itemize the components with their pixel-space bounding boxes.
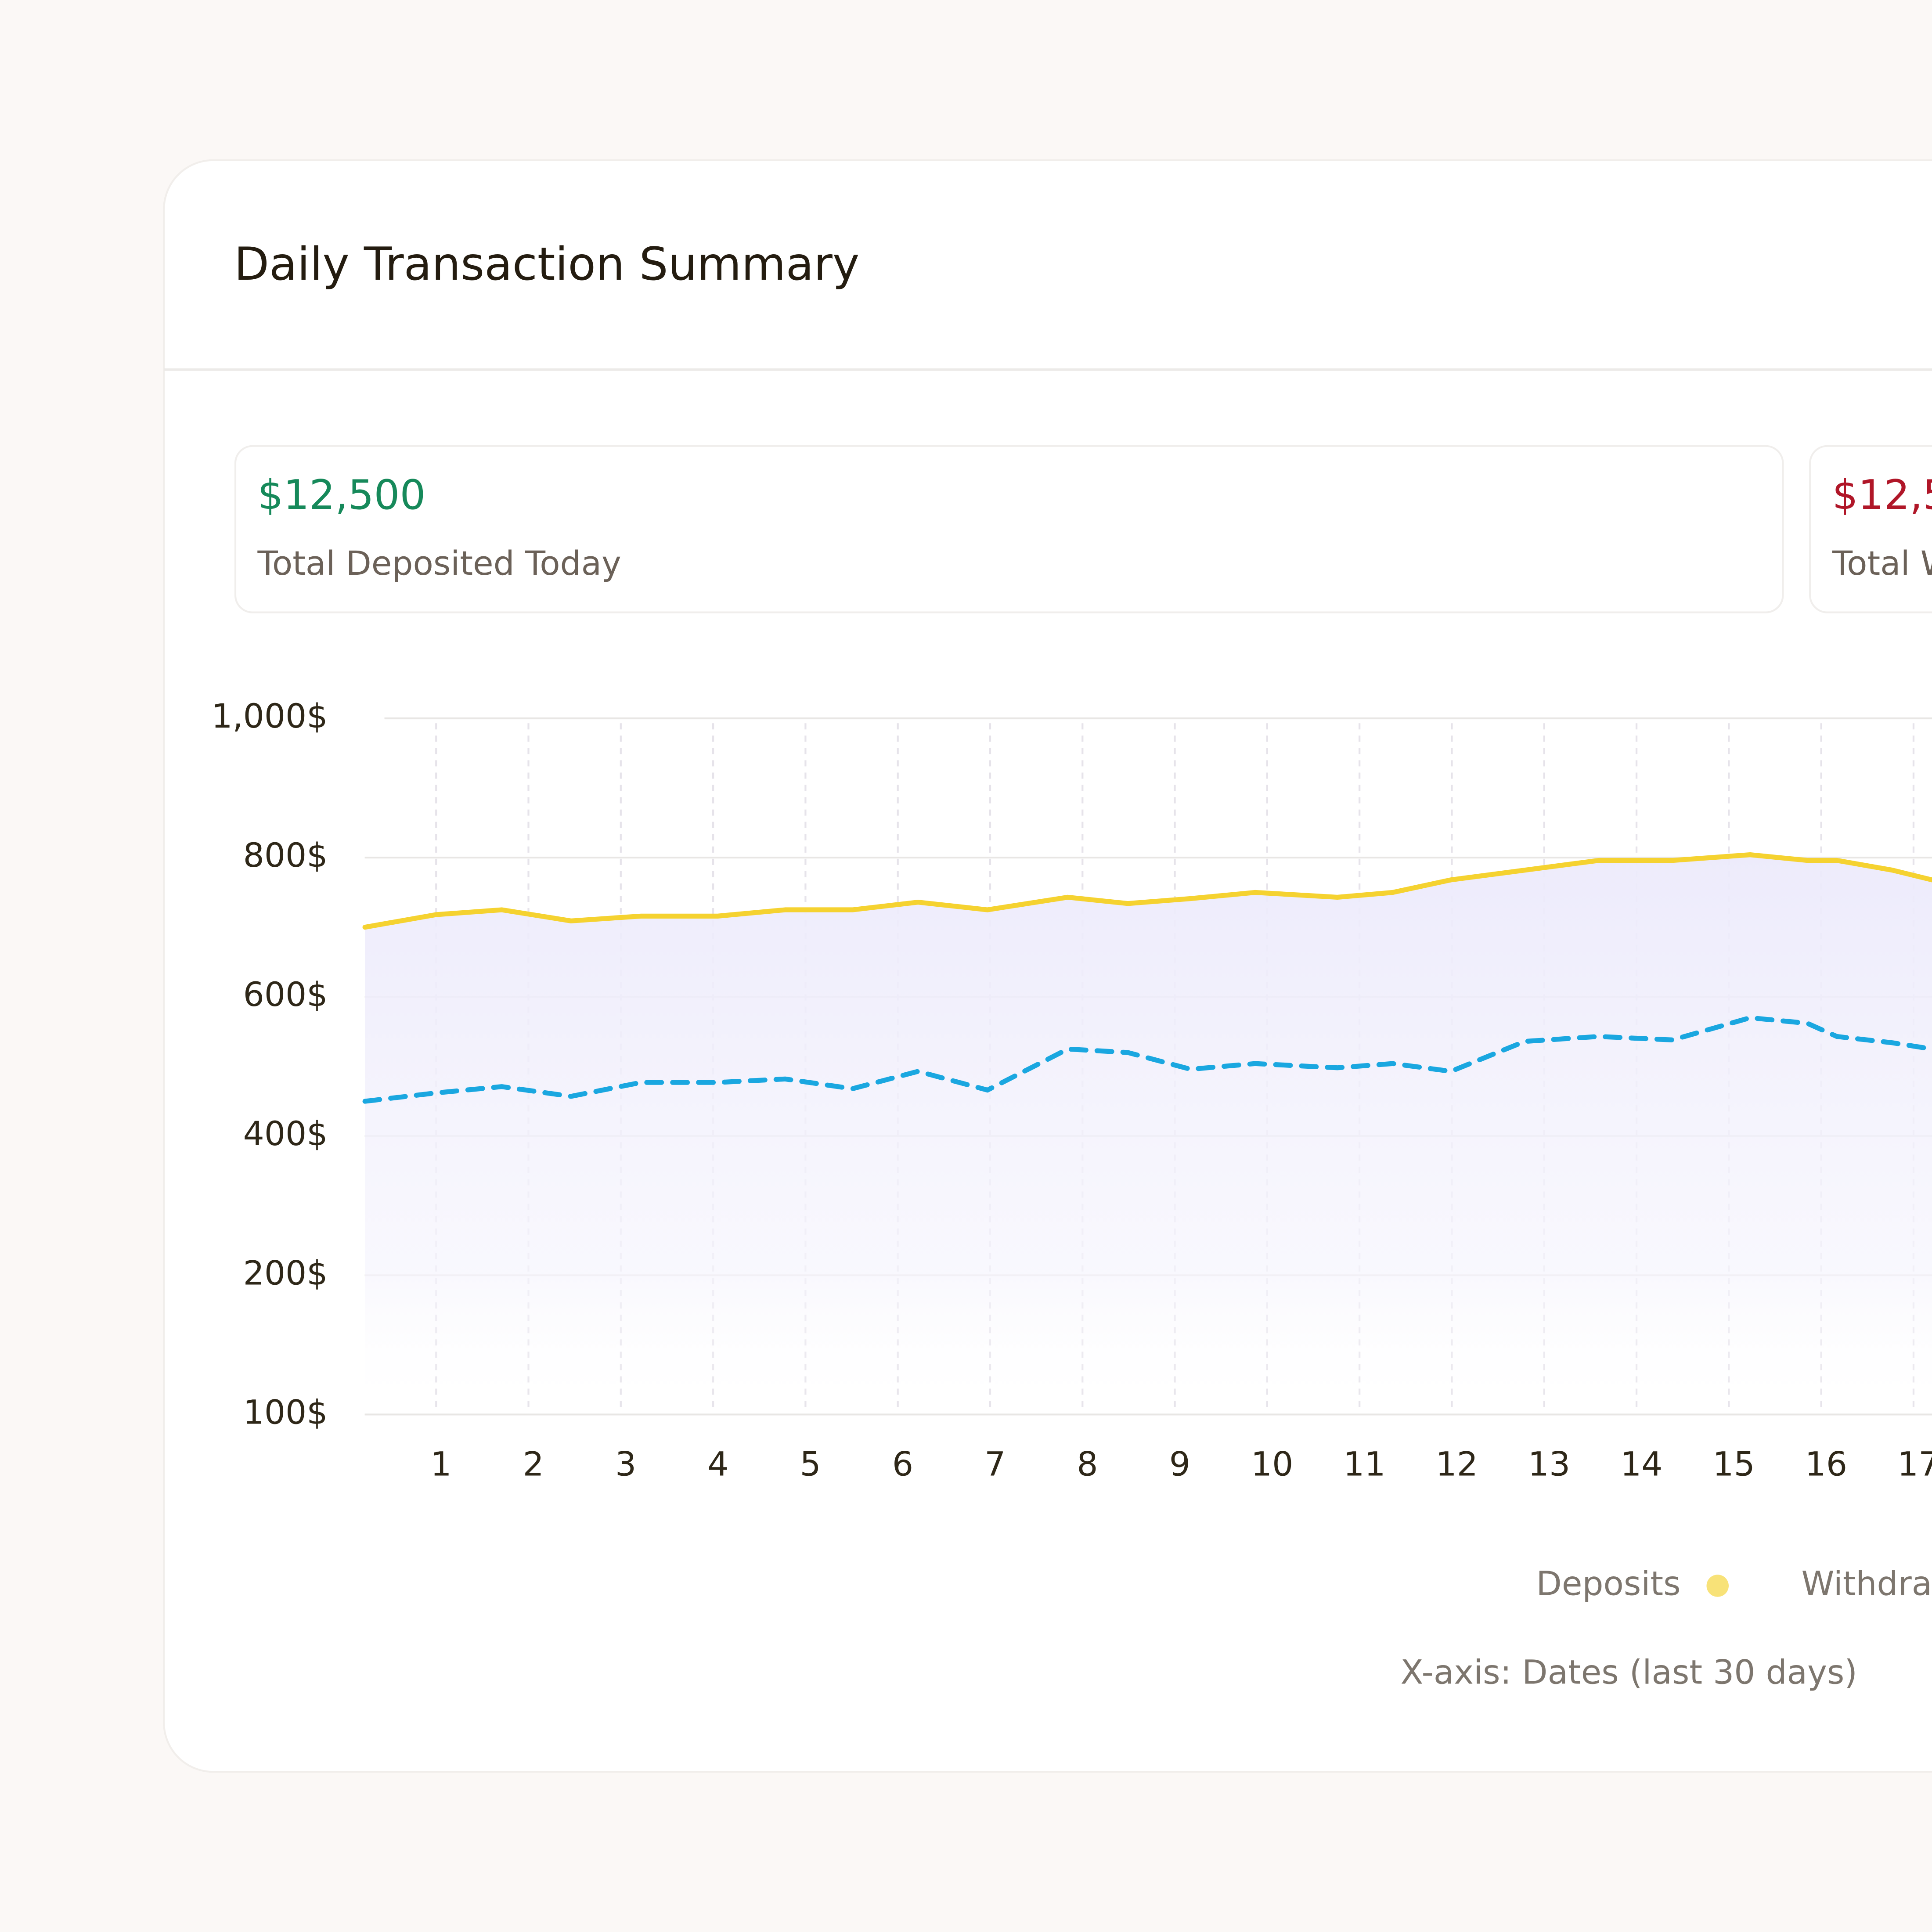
x-tick-label: 9: [1169, 1445, 1190, 1483]
legend-label: Deposits: [1536, 1564, 1681, 1603]
x-tick-label: 8: [1077, 1445, 1098, 1483]
x-tick-label: 2: [523, 1445, 544, 1483]
legend: Deposits Withdra: [1536, 1564, 1932, 1603]
card-title: Daily Transaction Summary: [234, 238, 859, 291]
x-tick-label: 6: [892, 1445, 913, 1483]
legend-label: Withdra: [1802, 1564, 1932, 1603]
y-tick-label: 1,000$: [211, 697, 328, 735]
x-tick-label: 17: [1897, 1445, 1932, 1483]
stat-value: $12,5: [1832, 471, 1932, 519]
x-tick-label: 13: [1528, 1445, 1570, 1483]
x-tick-label: 11: [1343, 1445, 1385, 1483]
x-tick-label: 10: [1251, 1445, 1293, 1483]
x-tick-label: 16: [1805, 1445, 1847, 1483]
stat-card: [234, 445, 1784, 613]
x-tick-label: 3: [615, 1445, 636, 1483]
y-tick-label: 600$: [243, 975, 328, 1014]
y-tick-label: 100$: [243, 1393, 328, 1431]
x-tick-label: 5: [800, 1445, 821, 1483]
annotation: X-axis: Dates (last 30 days): [1400, 1653, 1857, 1692]
stat-label: Total W: [1832, 544, 1932, 583]
stat-value: $12,500: [257, 471, 425, 519]
x-tick-label: 15: [1712, 1445, 1755, 1483]
y-tick-label: 800$: [243, 836, 328, 875]
x-tick-label: 12: [1435, 1445, 1478, 1483]
y-tick-label: 400$: [243, 1114, 328, 1153]
legend-dot: [1706, 1575, 1729, 1597]
x-tick-label: 7: [984, 1445, 1006, 1483]
x-tick-label: 4: [707, 1445, 728, 1483]
x-tick-label: 1: [430, 1445, 451, 1483]
y-tick-label: 200$: [243, 1254, 328, 1292]
stat-card: [1809, 445, 1932, 613]
series-line: [362, 852, 1932, 930]
stat-label: Total Deposited Today: [257, 544, 621, 583]
chart: 1,000$800$600$400$200$100$1 2 3 4 5 6 7 8 9 10 11 1…: [211, 697, 1932, 1603]
x-tick-label: 14: [1620, 1445, 1662, 1483]
area-fill: [365, 854, 1932, 1415]
